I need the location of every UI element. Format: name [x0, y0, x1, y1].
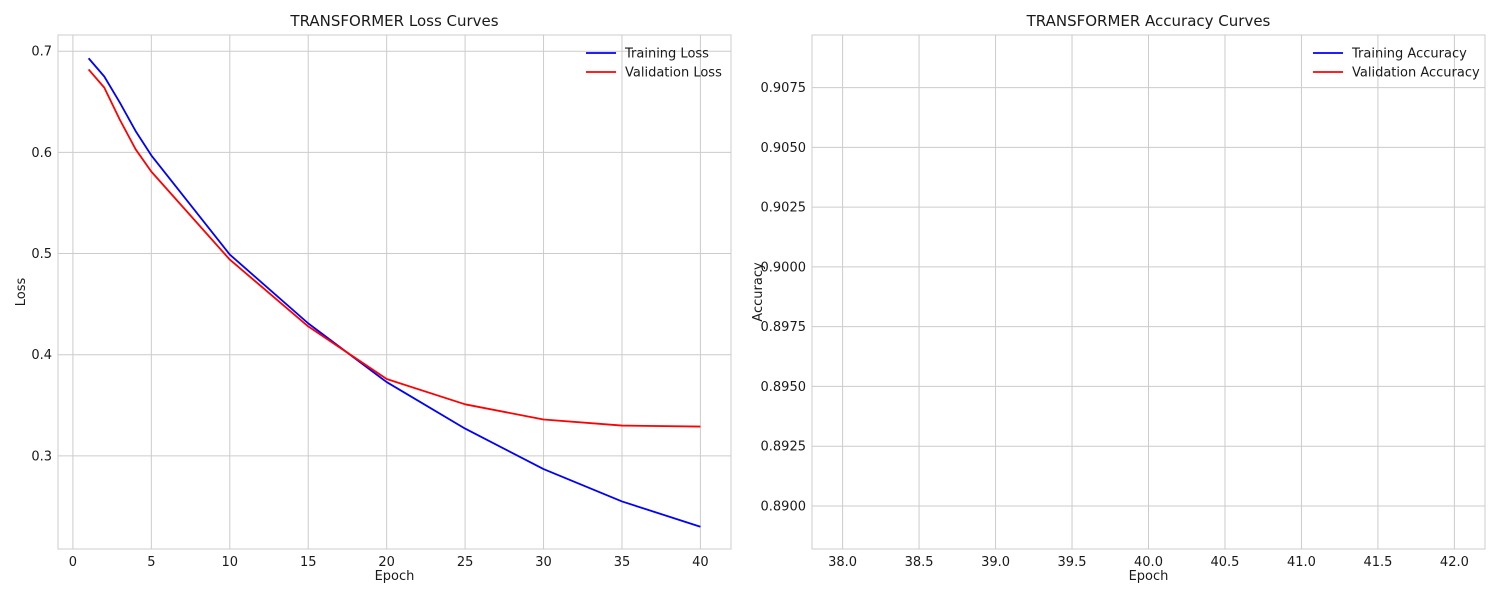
y-tick-label: 0.8950: [761, 380, 807, 395]
y-tick-label: 0.9025: [761, 201, 807, 216]
x-tick-label: 40.0: [1134, 555, 1163, 570]
y-tick-label: 0.7: [31, 45, 52, 60]
y-tick-label: 0.8925: [761, 440, 807, 455]
loss-chart-title: TRANSFORMER Loss Curves: [289, 12, 498, 30]
x-tick-label: 39.5: [1058, 555, 1087, 570]
y-tick-label: 0.6: [31, 146, 52, 161]
x-tick-label: 15: [300, 555, 317, 570]
x-tick-label: 38.0: [828, 555, 857, 570]
x-axis-label: Epoch: [1129, 569, 1169, 584]
x-tick-label: 42.0: [1440, 555, 1469, 570]
x-tick-label: 35: [614, 555, 631, 570]
x-tick-label: 30: [535, 555, 552, 570]
x-axis-label: Epoch: [375, 569, 415, 584]
x-tick-label: 25: [457, 555, 474, 570]
x-tick-label: 20: [378, 555, 395, 570]
legend-label: Training Accuracy: [1351, 47, 1467, 62]
x-tick-label: 5: [147, 555, 155, 570]
loss-plot-area: [58, 35, 731, 549]
loss-chart: 0 5 10 15 20 25 30 35 40 0.3 0.4 0.5 0.6 0.7 TRANSFORM…: [14, 12, 732, 584]
accuracy-chart-title: TRANSFORMER Accuracy Curves: [1026, 12, 1271, 30]
y-tick-label: 0.8900: [761, 499, 807, 514]
x-tick-label: 38.5: [905, 555, 934, 570]
legend-label: Training Loss: [624, 47, 709, 62]
accuracy-chart: 38.0 38.5 39.0 39.5 40.0 40.5 41.0 41.5 42.0 0.89…: [751, 12, 1486, 584]
accuracy-plot-frame: [811, 34, 1486, 550]
legend-label: Validation Loss: [625, 66, 722, 81]
y-tick-label: 0.4: [31, 348, 52, 363]
x-tick-label: 40: [692, 555, 709, 570]
y-tick-label: 0.9050: [761, 141, 807, 156]
loss-plot-frame: [57, 34, 732, 550]
y-axis-label: Loss: [14, 278, 29, 307]
series-line-training: [87, 57, 701, 528]
x-tick-label: 0: [69, 555, 77, 570]
y-axis-label: Accuracy: [751, 262, 766, 322]
legend-label: Validation Accuracy: [1352, 66, 1480, 81]
x-tick-label: 10: [222, 555, 239, 570]
x-tick-label: 41.0: [1287, 555, 1316, 570]
y-tick-label: 0.9000: [761, 260, 807, 275]
y-tick-label: 0.3: [31, 449, 52, 464]
x-tick-label: 41.5: [1363, 555, 1392, 570]
y-tick-label: 0.9075: [761, 81, 807, 96]
x-tick-label: 40.5: [1211, 555, 1240, 570]
y-tick-label: 0.5: [31, 247, 52, 262]
series-line-validation: [87, 68, 701, 428]
x-tick-label: 39.0: [981, 555, 1010, 570]
y-tick-label: 0.8975: [761, 320, 807, 335]
